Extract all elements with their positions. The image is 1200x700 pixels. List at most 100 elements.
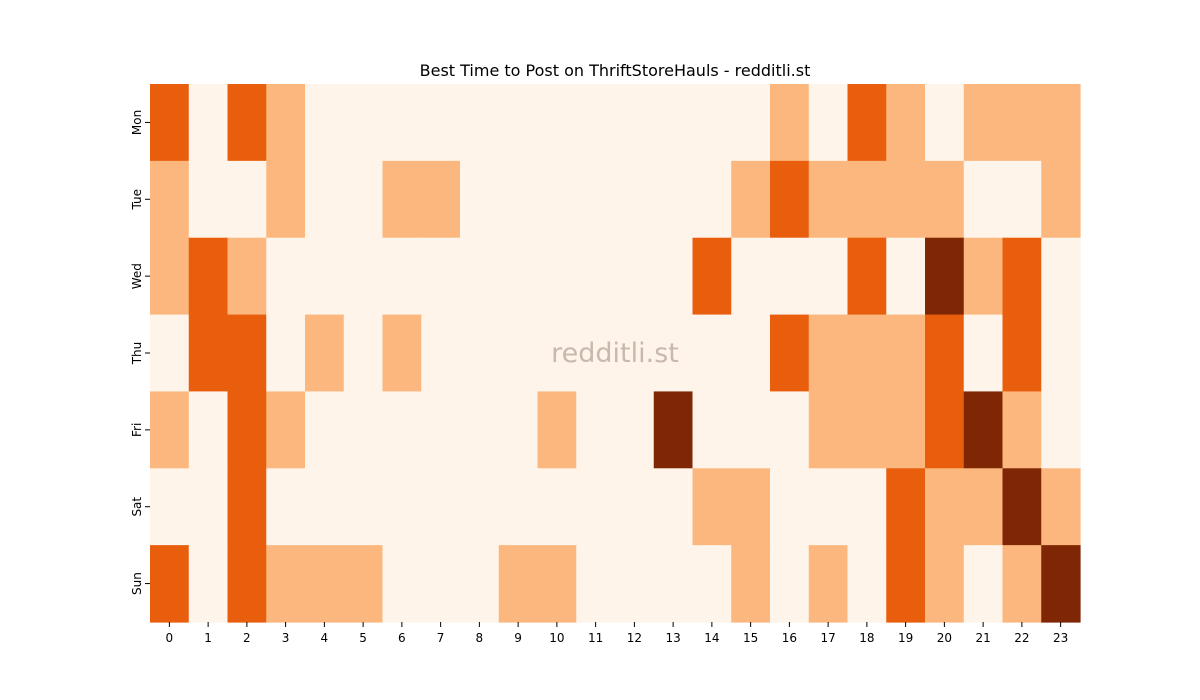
x-tick-label: 11: [588, 631, 603, 645]
heatmap-cell-sat-10: [537, 468, 577, 546]
heatmap-cell-sun-4: [305, 545, 345, 623]
heatmap-cell-tue-18: [847, 160, 887, 239]
heatmap-cell-mon-6: [382, 84, 422, 162]
heatmap-cell-sat-13: [653, 468, 694, 546]
heatmap-cell-sat-12: [615, 468, 655, 546]
heatmap-cell-mon-13: [653, 84, 694, 162]
heatmap-cell-sat-11: [576, 468, 616, 546]
heatmap-cell-sat-15: [731, 468, 771, 546]
heatmap-cell-thu-5: [343, 314, 384, 393]
heatmap-cell-sun-9: [498, 545, 539, 623]
heatmap-cell-sun-2: [227, 545, 267, 623]
heatmap-cell-sun-0: [150, 545, 190, 623]
heatmap-cell-sat-7: [421, 468, 461, 546]
heatmap-cell-wed-7: [421, 237, 461, 316]
heatmap-cell-fri-18: [847, 391, 887, 469]
heatmap-cell-wed-6: [382, 237, 422, 316]
heatmap-cell-tue-4: [305, 160, 345, 239]
heatmap-cell-thu-22: [1002, 314, 1042, 393]
heatmap-cell-thu-4: [305, 314, 345, 393]
heatmap-cell-mon-0: [150, 84, 190, 162]
heatmap-cell-sun-1: [188, 545, 229, 623]
heatmap-cell-thu-9: [498, 314, 539, 393]
heatmap-cell-thu-23: [1041, 314, 1081, 393]
x-tick-label: 0: [166, 631, 174, 645]
heatmap-cell-tue-8: [460, 160, 500, 239]
heatmap-cell-tue-15: [731, 160, 771, 239]
x-tick-label: 8: [476, 631, 484, 645]
heatmap-cell-tue-2: [227, 160, 267, 239]
heatmap-cell-sat-17: [808, 468, 849, 546]
heatmap-cell-sat-0: [150, 468, 190, 546]
x-tick-label: 20: [937, 631, 952, 645]
heatmap-cell-fri-11: [576, 391, 616, 469]
heatmap-cell-wed-16: [770, 237, 810, 316]
heatmap-cell-fri-22: [1002, 391, 1042, 469]
heatmap-cell-sat-8: [460, 468, 500, 546]
heatmap-cell-fri-21: [963, 391, 1004, 469]
heatmap-cell-mon-7: [421, 84, 461, 162]
heatmap-cell-fri-16: [770, 391, 810, 469]
heatmap-cell-fri-12: [615, 391, 655, 469]
x-tick-label: 1: [204, 631, 212, 645]
heatmap-cell-tue-20: [925, 160, 965, 239]
heatmap-cell-mon-9: [498, 84, 539, 162]
heatmap-cell-thu-14: [692, 314, 732, 393]
watermark: redditli.st: [551, 338, 679, 369]
heatmap-cell-sun-14: [692, 545, 732, 623]
heatmap-cell-mon-8: [460, 84, 500, 162]
heatmap-cell-sun-6: [382, 545, 422, 623]
x-tick-label: 19: [898, 631, 913, 645]
heatmap-cell-fri-13: [653, 391, 694, 469]
heatmap-cell-thu-1: [188, 314, 229, 393]
heatmap-cell-sat-6: [382, 468, 422, 546]
heatmap-cell-fri-7: [421, 391, 461, 469]
heatmap-cell-sun-3: [266, 545, 306, 623]
heatmap-cell-mon-16: [770, 84, 810, 162]
heatmap-cell-thu-11: [576, 314, 616, 393]
x-tick-label: 9: [514, 631, 522, 645]
heatmap-cell-thu-2: [227, 314, 267, 393]
heatmap-cell-wed-0: [150, 237, 190, 316]
heatmap-cell-sun-7: [421, 545, 461, 623]
heatmap-cell-mon-11: [576, 84, 616, 162]
heatmap-cell-sun-13: [653, 545, 694, 623]
heatmap-cell-wed-2: [227, 237, 267, 316]
heatmap-cell-thu-3: [266, 314, 306, 393]
heatmap-cell-thu-6: [382, 314, 422, 393]
x-tick-label: 18: [859, 631, 874, 645]
heatmap-cell-wed-14: [692, 237, 732, 316]
heatmap-cell-tue-19: [886, 160, 926, 239]
heatmap-cell-mon-3: [266, 84, 306, 162]
heatmap-cell-tue-13: [653, 160, 694, 239]
heatmap-cell-fri-10: [537, 391, 577, 469]
heatmap-cell-mon-22: [1002, 84, 1042, 162]
heatmap-cells: [150, 84, 1081, 623]
heatmap-cell-tue-21: [963, 160, 1004, 239]
x-tick-label: 6: [398, 631, 406, 645]
heatmap-cell-wed-4: [305, 237, 345, 316]
heatmap-cell-thu-0: [150, 314, 190, 393]
heatmap-cell-fri-2: [227, 391, 267, 469]
heatmap-cell-tue-6: [382, 160, 422, 239]
heatmap-cell-thu-21: [963, 314, 1004, 393]
heatmap-cell-wed-12: [615, 237, 655, 316]
x-tick-label: 16: [782, 631, 797, 645]
y-tick-label: Wed: [130, 263, 144, 289]
heatmap-cell-tue-17: [808, 160, 849, 239]
heatmap-cell-sun-5: [343, 545, 384, 623]
heatmap-cell-sun-11: [576, 545, 616, 623]
chart-title: Best Time to Post on ThriftStoreHauls - …: [420, 61, 811, 80]
heatmap-cell-fri-9: [498, 391, 539, 469]
heatmap-cell-wed-22: [1002, 237, 1042, 316]
y-tick-label: Thu: [130, 342, 144, 366]
heatmap-cell-fri-15: [731, 391, 771, 469]
heatmap-cell-fri-19: [886, 391, 926, 469]
x-tick-label: 15: [743, 631, 758, 645]
heatmap-cell-wed-1: [188, 237, 229, 316]
heatmap-cell-wed-11: [576, 237, 616, 316]
heatmap-cell-mon-18: [847, 84, 887, 162]
heatmap-cell-sat-9: [498, 468, 539, 546]
heatmap-cell-mon-15: [731, 84, 771, 162]
y-tick-label: Mon: [130, 110, 144, 135]
